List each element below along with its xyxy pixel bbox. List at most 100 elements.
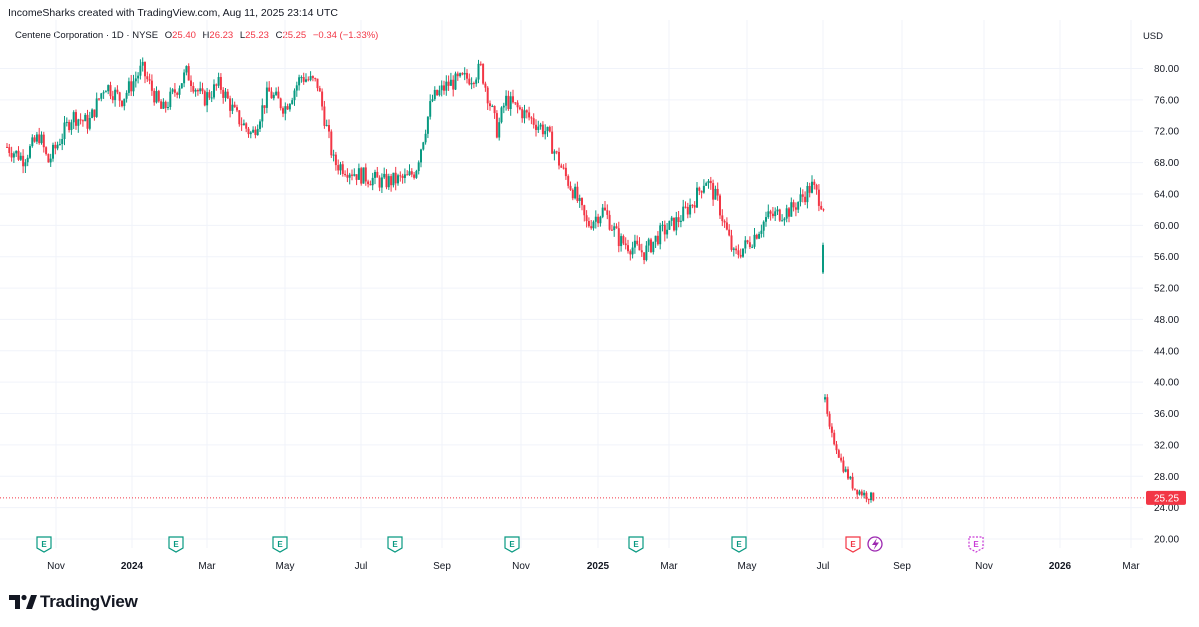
candle-body [587,221,590,227]
candle-body [406,174,409,176]
candle-body [353,174,356,176]
candle-body [583,205,586,216]
candle-body [277,91,280,99]
candle-body [500,107,503,123]
candle-body [548,126,551,132]
candle-body [150,80,153,91]
candle-body [762,221,765,231]
candle-body [332,154,335,156]
y-tick-label: 68.00 [1154,158,1179,169]
candle-body [746,240,749,243]
candle-body [210,97,213,99]
candle-body [29,146,31,158]
candle-body [574,186,577,199]
candle-body [436,89,439,96]
earnings-marker[interactable]: E [168,536,184,553]
tradingview-logo[interactable]: TradingView [9,592,138,612]
earnings-marker[interactable]: E [387,536,403,553]
tradingview-logo-icon [9,594,37,609]
candle-body [654,235,657,242]
candle-body [123,98,126,107]
earnings-marker-shape [628,536,644,553]
candle-body [45,147,48,155]
earnings-marker-letter: E [392,540,398,549]
candle-body [643,252,646,261]
candle-body [666,229,669,235]
candle-body [196,89,199,92]
earnings-marker[interactable]: E [36,536,52,553]
x-tick-label: 2024 [121,561,144,572]
candle-body [675,217,678,231]
candle-body [157,91,160,102]
candle-body [417,162,420,171]
earnings-marker-shape [168,536,184,553]
candle-body [351,174,353,176]
candle-body [38,134,41,144]
candle-body [696,187,698,208]
candle-body [408,171,411,176]
earnings-marker[interactable]: E [272,536,288,553]
candle-body [247,128,250,135]
candle-body [413,174,416,178]
candle-body [47,154,50,163]
candle-body [856,489,859,495]
candle-body [190,80,192,87]
candle-body [167,107,169,109]
earnings-marker-letter: E [509,540,515,549]
candle-body [279,98,282,109]
candle-body [153,90,156,103]
candle-body [311,76,314,79]
y-tick-label: 44.00 [1154,346,1179,357]
candle-body [54,144,57,149]
candle-body [537,126,540,130]
candle-body [797,201,800,210]
candle-body [63,122,66,140]
candle-body [794,207,797,210]
earnings-marker[interactable]: E [845,536,861,553]
candle-body [10,152,13,158]
candle-body [180,83,183,89]
candle-body [433,89,436,100]
candle-body [132,81,135,92]
candle-body [328,125,330,132]
candle-body [853,488,856,490]
y-tick-label: 24.00 [1154,503,1179,514]
candle-body [721,215,724,222]
y-tick-label: 32.00 [1154,440,1179,451]
candle-body [415,170,418,178]
candle-body [468,78,471,85]
candle-body [551,131,554,154]
candle-body [867,498,870,501]
earnings-marker[interactable]: E [504,536,520,553]
candle-body [659,225,662,245]
candle-body [860,491,863,496]
candle-body [233,104,236,108]
earnings-marker-shape [968,536,984,553]
candle-body [33,137,36,142]
candle-body [599,216,602,224]
candle-body [293,90,296,101]
candle-body [385,173,388,188]
candle-body [295,85,298,91]
last-price-line: 25.25 [0,490,1186,505]
future-earnings-marker[interactable]: E [968,536,984,553]
candle-body [847,469,849,479]
candle-body [183,72,186,84]
candle-body [72,112,75,123]
earnings-marker[interactable]: E [731,536,747,553]
candle-body [272,94,275,99]
earnings-marker[interactable]: E [628,536,644,553]
candle-body [774,211,777,217]
candle-body [830,426,833,433]
earnings-marker-letter: E [736,540,742,549]
candle-body [771,213,774,217]
candle-body [753,234,756,247]
candle-body [792,202,795,208]
candle-body [173,89,176,93]
open-label: O [164,30,173,41]
candle-body [261,105,264,122]
y-tick-label: 28.00 [1154,472,1179,483]
dividend-marker[interactable] [867,536,883,552]
candle-body [22,155,25,167]
